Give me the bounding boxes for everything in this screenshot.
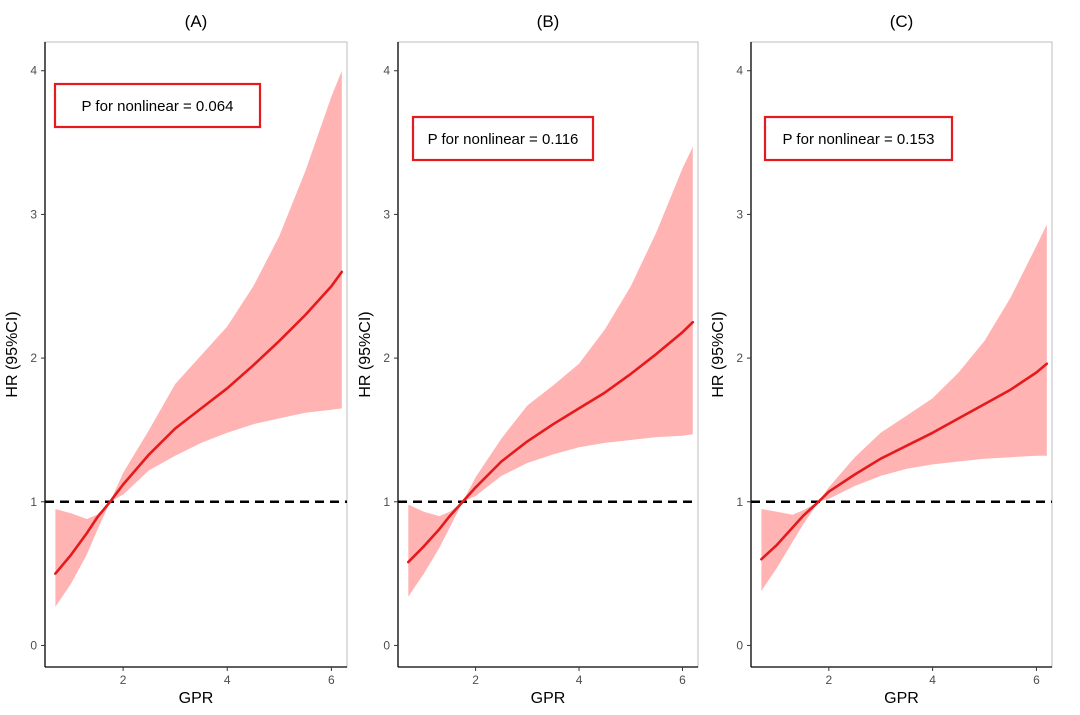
panel-title: (B): [537, 12, 560, 31]
x-tick-label: 6: [679, 673, 686, 687]
y-tick-label: 3: [383, 207, 390, 221]
y-tick-label: 4: [736, 64, 743, 78]
y-axis-title: HR (95%CI): [710, 311, 727, 397]
x-tick-label: 6: [328, 673, 335, 687]
p-value-label: P for nonlinear = 0.116: [428, 131, 579, 148]
confidence-band: [55, 70, 342, 607]
hr-curve: [407, 320, 695, 564]
y-tick-label: 1: [30, 495, 37, 509]
p-value-label: P for nonlinear = 0.153: [783, 131, 935, 148]
x-axis-title: GPR: [884, 690, 919, 707]
y-tick-label: 1: [383, 495, 390, 509]
x-tick-label: 6: [1033, 673, 1040, 687]
y-tick-label: 0: [383, 638, 390, 652]
y-tick-label: 2: [30, 351, 37, 365]
x-tick-label: 4: [576, 673, 583, 687]
y-tick-label: 2: [383, 351, 390, 365]
y-axis-title: HR (95%CI): [4, 311, 21, 397]
y-tick-label: 0: [30, 638, 37, 652]
panel-title: (C): [890, 12, 914, 31]
chart-panel-b: 0 1 2 3 4 2 4 6 (B) GPR HR (95%CI) P for nonlinear …: [357, 12, 699, 707]
y-tick-label: 3: [30, 207, 37, 221]
y-tick-label: 3: [736, 207, 743, 221]
confidence-band: [408, 146, 693, 597]
x-tick-label: 2: [472, 673, 479, 687]
chart-panel-a: 0 1 2 3 4 2 4 6 (A) GPR HR (95%CI) P for nonlinear …: [4, 12, 348, 707]
chart-panel-c: 0 1 2 3 4 2 4 6 (C) GPR HR (95%CI) P for nonlinear …: [710, 12, 1053, 707]
x-axis-title: GPR: [179, 690, 214, 707]
hr-curve: [760, 362, 1049, 561]
p-value-label: P for nonlinear = 0.064: [82, 98, 234, 115]
confidence-band: [761, 224, 1047, 591]
panel-title: (A): [185, 12, 208, 31]
p-value-box: [411, 115, 595, 162]
y-tick-label: 2: [736, 351, 743, 365]
x-tick-label: 4: [224, 673, 231, 687]
y-tick-label: 0: [736, 638, 743, 652]
p-value-box: [53, 82, 262, 129]
hr-curve: [54, 270, 344, 575]
x-axis-title: GPR: [531, 690, 566, 707]
x-tick-label: 4: [929, 673, 936, 687]
x-tick-label: 2: [826, 673, 833, 687]
y-tick-label: 4: [30, 64, 37, 78]
y-tick-label: 4: [383, 64, 390, 78]
y-tick-label: 1: [736, 495, 743, 509]
x-tick-label: 2: [120, 673, 127, 687]
p-value-box: [763, 115, 954, 162]
y-axis-title: HR (95%CI): [357, 311, 374, 397]
